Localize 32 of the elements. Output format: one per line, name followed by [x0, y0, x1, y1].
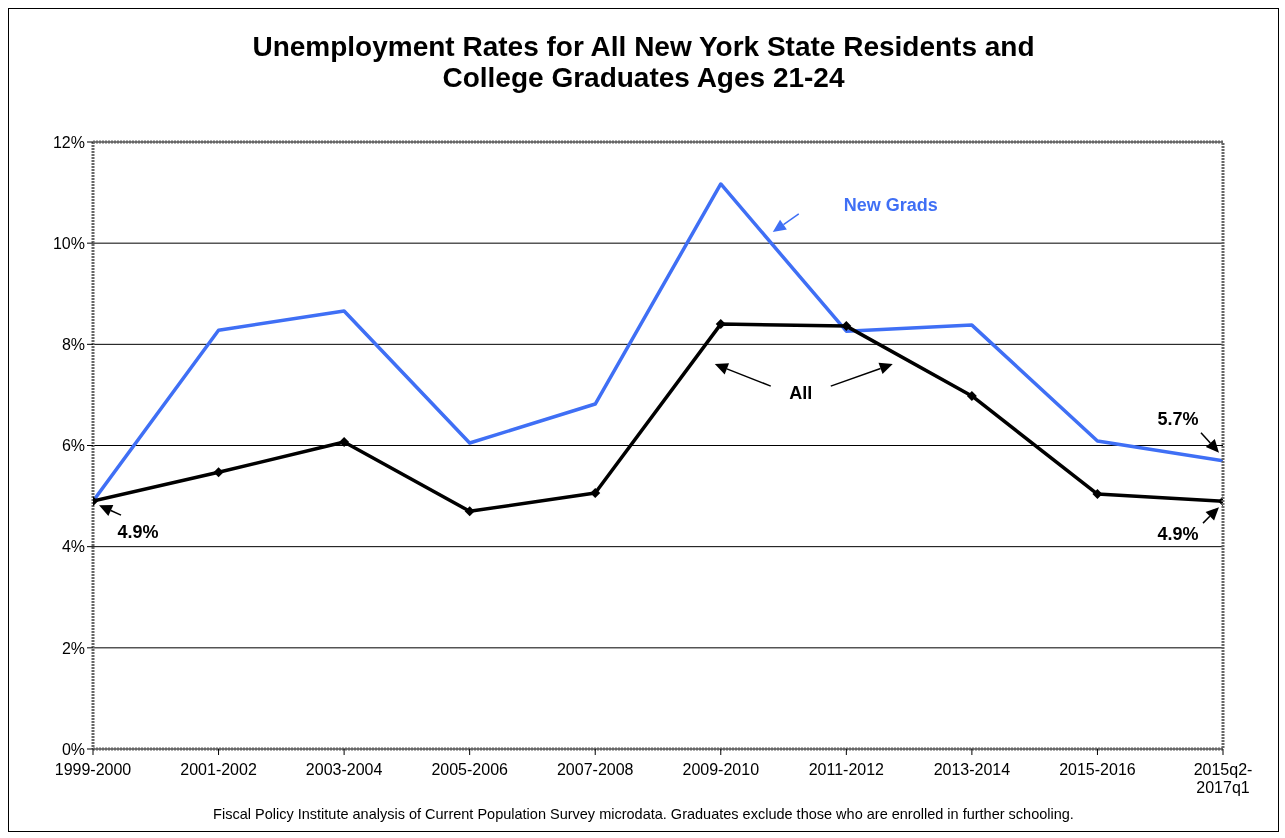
point	[715, 319, 726, 330]
text: Fiscal Policy Institute analysis of Current Population Survey microdata. Graduates exclude those who are enrolled in further schooling.	[212, 806, 1075, 822]
x-tick-label: 2003-2004	[305, 761, 383, 778]
point	[464, 506, 475, 517]
x-tick-label: 2007-2008	[556, 761, 634, 778]
point	[966, 390, 977, 401]
y-tick-label: 2%	[61, 639, 85, 657]
point	[1092, 489, 1103, 500]
x-tick-label: 2011-2012	[808, 761, 885, 778]
y-tick-label: 12%	[52, 133, 85, 151]
annotation: 5.7%	[1157, 409, 1199, 430]
annotation: 4.9%	[117, 521, 159, 542]
y-tick-label: 4%	[61, 538, 85, 556]
x-tick-label: 2013-2014	[933, 761, 1011, 778]
y-tick-label: 10%	[52, 234, 85, 252]
x-tick-label: 2001-2002	[180, 761, 257, 778]
point	[841, 321, 852, 332]
point	[339, 436, 350, 447]
y-tick-label: 8%	[61, 336, 85, 354]
x-tick-label: 1999-2000	[54, 761, 132, 778]
x-tick-label: 2009-2010	[682, 761, 760, 778]
x-tick-label: 2015q2-2017q1	[1193, 761, 1253, 796]
point	[213, 467, 224, 478]
y-tick-label: 6%	[61, 437, 85, 455]
chart-title: Unemployment Rates for All New York State Residents and College Graduates Ages 21-24	[251, 31, 1036, 93]
point	[590, 488, 601, 499]
annotation: 4.9%	[1157, 523, 1199, 544]
x-tick-label: 2005-2006	[431, 761, 509, 778]
text: All	[789, 382, 813, 403]
text: New Grads	[843, 194, 938, 215]
y-tick-label: 0%	[61, 740, 85, 758]
x-tick-label: 2015-2016	[1059, 761, 1136, 778]
